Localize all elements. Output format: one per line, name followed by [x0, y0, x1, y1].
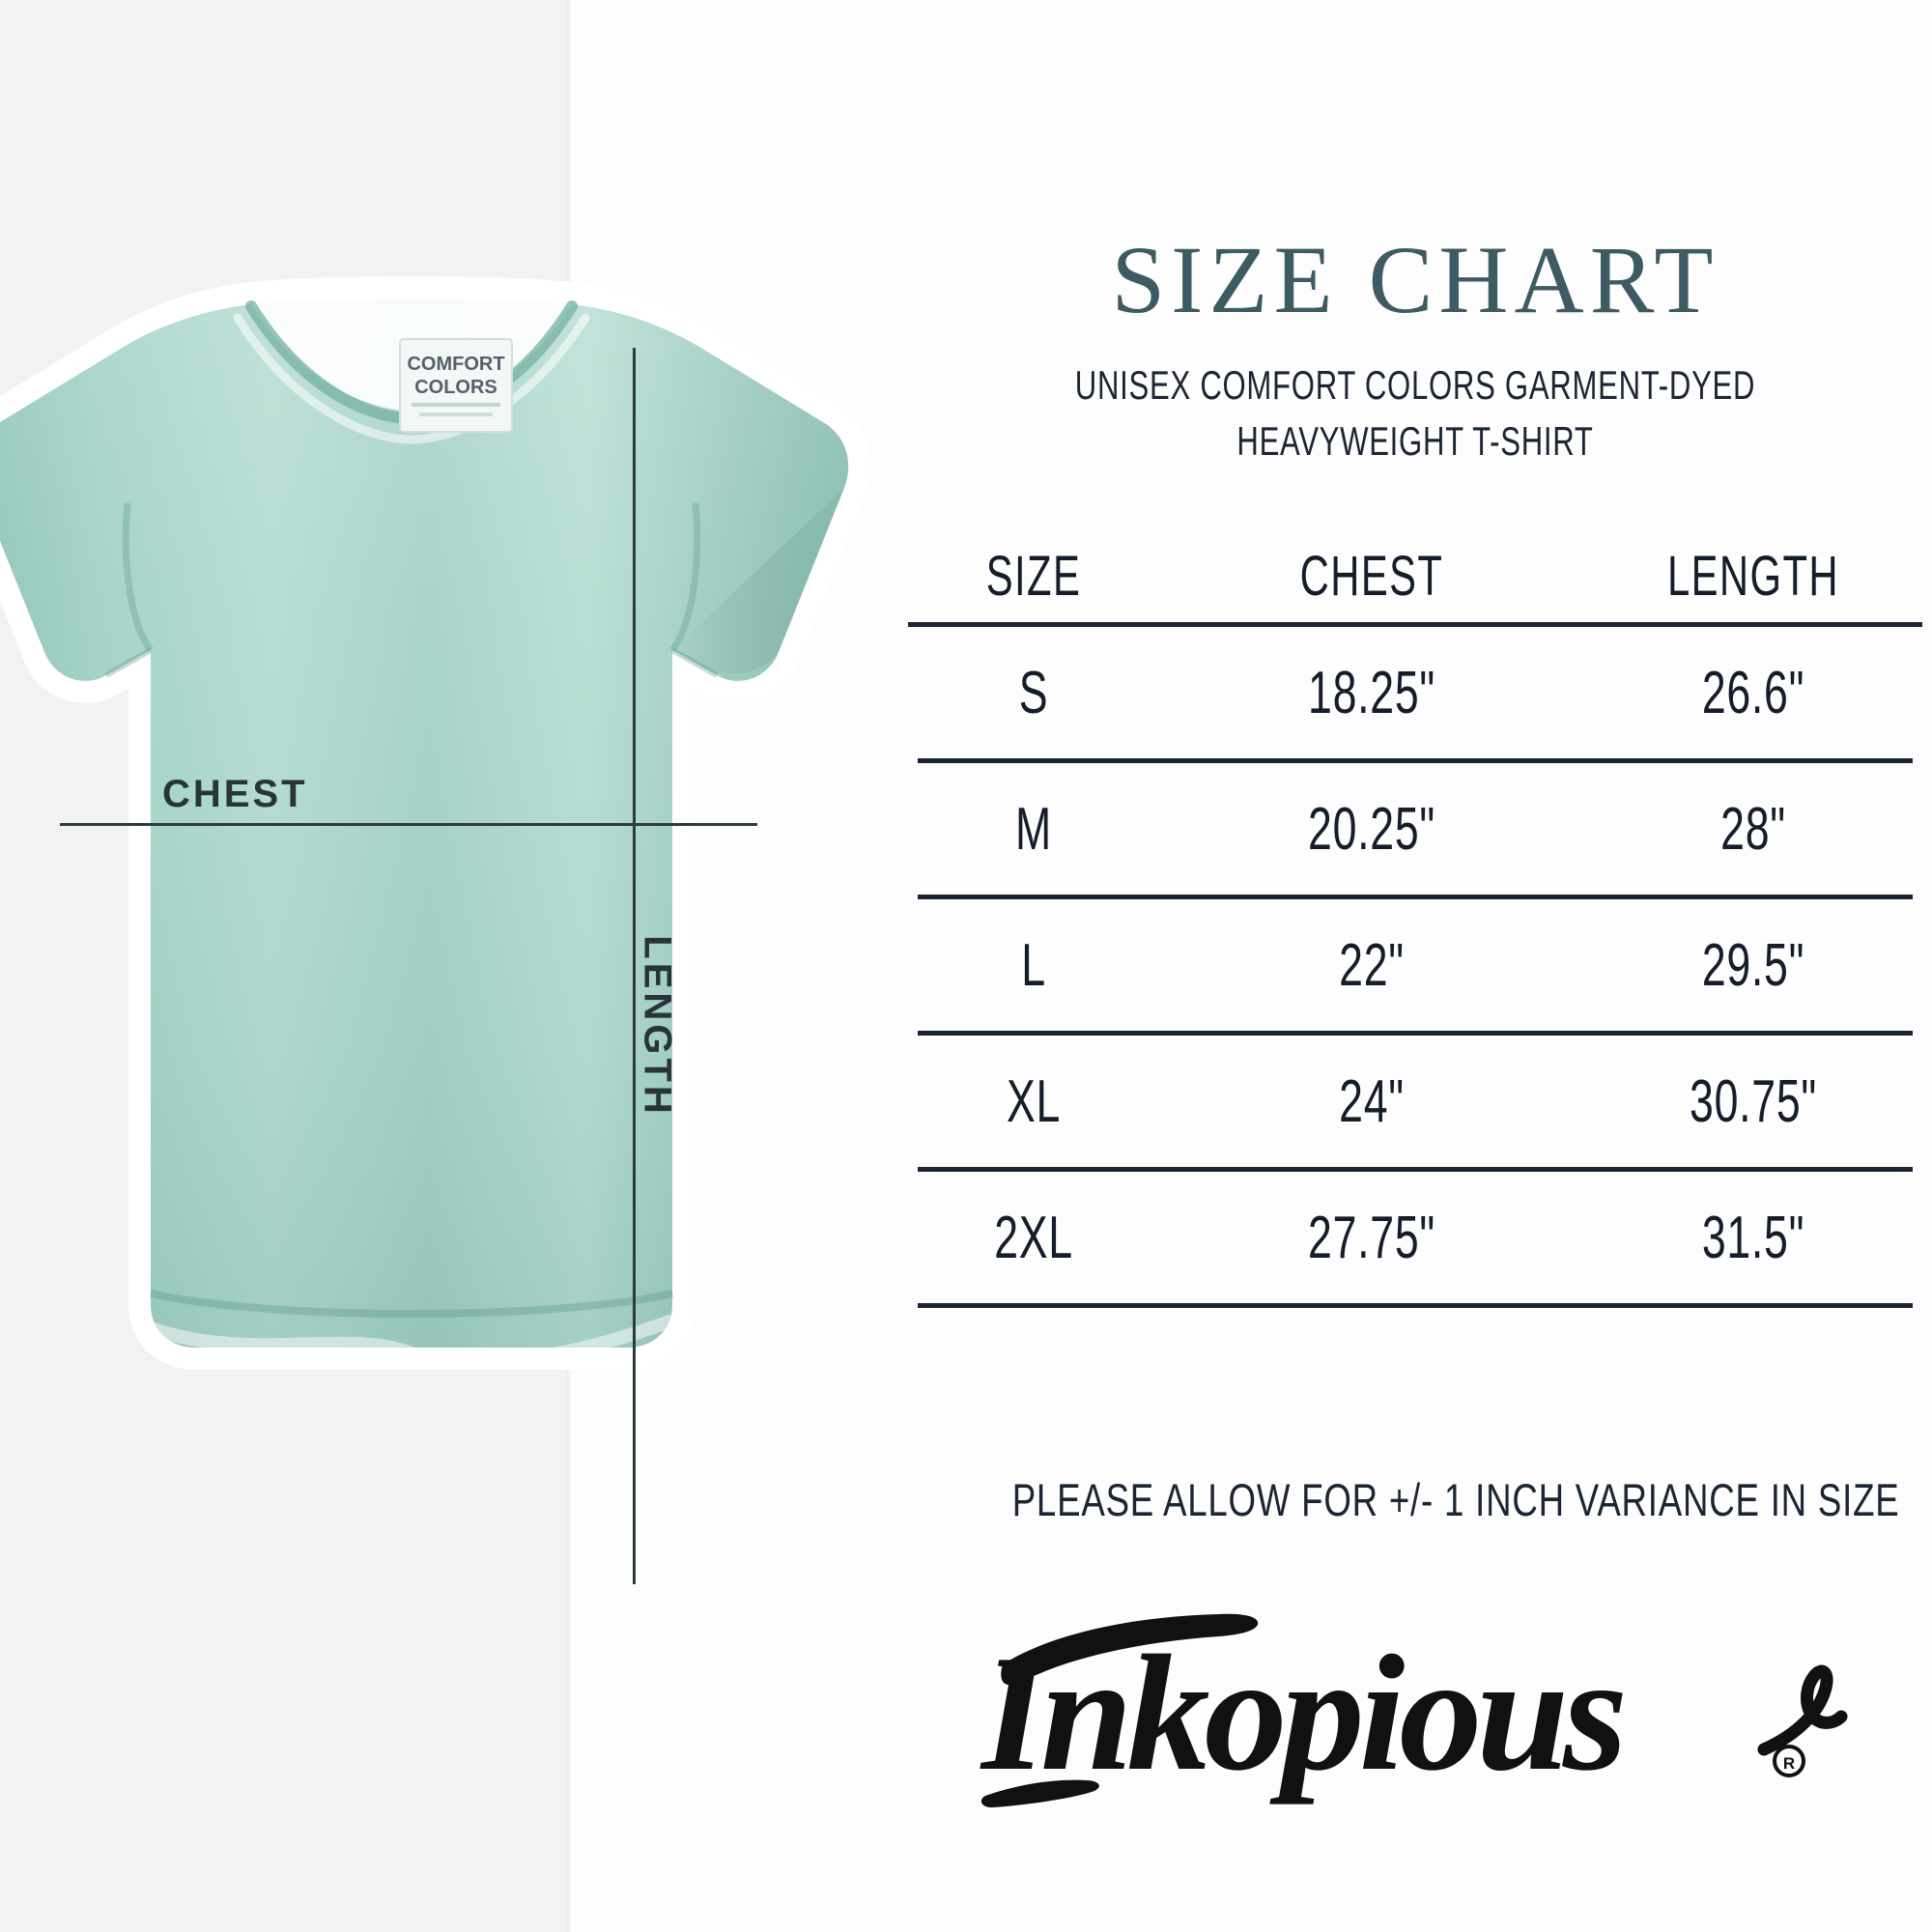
brand-logo-wordmark: Inkopious R: [980, 1613, 1848, 1808]
cell-size: L: [1021, 931, 1046, 999]
column-header-chest: CHEST: [1299, 544, 1444, 608]
table-row-rule: [918, 1031, 1913, 1036]
cell-size: M: [1015, 795, 1052, 863]
cell-length: 29.5": [1701, 931, 1805, 999]
column-header-size: SIZE: [985, 544, 1082, 608]
size-table: SIZE CHEST LENGTH S 18.25" 26.6" M 20.25…: [889, 529, 1932, 1308]
subtitle-line-1: UNISEX COMFORT COLORS GARMENT-DYED: [1074, 362, 1756, 408]
table-row-rule: [918, 758, 1913, 763]
cell-chest: 24": [1339, 1067, 1405, 1135]
shirt-hem: [150, 1290, 673, 1318]
table-row-rule: [918, 895, 1913, 899]
page-subtitle: UNISEX COMFORT COLORS GARMENT-DYED HEAVY…: [1033, 357, 1798, 469]
column-header-length: LENGTH: [1666, 544, 1840, 608]
table-footer-rule: [918, 1303, 1913, 1308]
shirt-right-sleeve-seam: [669, 502, 701, 653]
shirt-shading: [0, 298, 849, 1348]
cell-size: S: [1018, 659, 1049, 726]
variance-disclaimer: PLEASE ALLOW FOR +/- 1 INCH VARIANCE IN …: [1011, 1474, 1900, 1525]
table-row: 2XL 27.75" 31.5": [889, 1172, 1932, 1303]
shirt-collar-highlight: [233, 313, 590, 444]
brand-logo: Inkopious R: [966, 1589, 1864, 1831]
cell-chest: 20.25": [1308, 795, 1435, 863]
table-header-rule: [908, 622, 1922, 627]
cell-length: 26.6": [1701, 659, 1805, 726]
cell-chest: 18.25": [1308, 659, 1435, 726]
neck-tag: COMFORT COLORS: [399, 338, 513, 433]
cell-chest: 27.75": [1308, 1204, 1435, 1271]
shirt-left-cuff: [104, 647, 153, 678]
cell-length: 28": [1720, 795, 1786, 863]
neck-tag-line1: COMFORT: [407, 354, 504, 375]
brand-name-text: Inkopious: [980, 1622, 1623, 1805]
registered-mark-letter: R: [1783, 1754, 1795, 1773]
shirt-hem-highlight: [148, 1314, 675, 1370]
cell-size: 2XL: [994, 1204, 1073, 1271]
table-row: M 20.25" 28": [889, 763, 1932, 895]
cell-length: 30.75": [1690, 1067, 1817, 1135]
background-right-panel: [566, 0, 1932, 1932]
table-row: L 22" 29.5": [889, 899, 1932, 1031]
shirt-right-sleeve-shade: [672, 488, 844, 674]
subtitle-line-2: HEAVYWEIGHT T-SHIRT: [1236, 418, 1594, 464]
tshirt-product-image: COMFORT COLORS: [0, 246, 889, 1406]
registered-mark-circle: [1773, 1745, 1805, 1777]
table-row: XL 24" 30.75": [889, 1036, 1932, 1167]
page-title: SIZE CHART: [1111, 226, 1719, 333]
neck-tag-line2: COLORS: [414, 377, 497, 398]
shirt-left-sleeve-seam: [122, 502, 154, 653]
table-row-rule: [918, 1167, 1913, 1172]
cell-size: XL: [1006, 1067, 1062, 1135]
table-row: S 18.25" 26.6": [889, 627, 1932, 758]
table-header-row: SIZE CHEST LENGTH: [889, 529, 1932, 622]
cell-chest: 22": [1339, 931, 1405, 999]
size-chart-panel: SIZE CHART UNISEX COMFORT COLORS GARMENT…: [898, 0, 1932, 1932]
cell-length: 31.5": [1701, 1204, 1805, 1271]
